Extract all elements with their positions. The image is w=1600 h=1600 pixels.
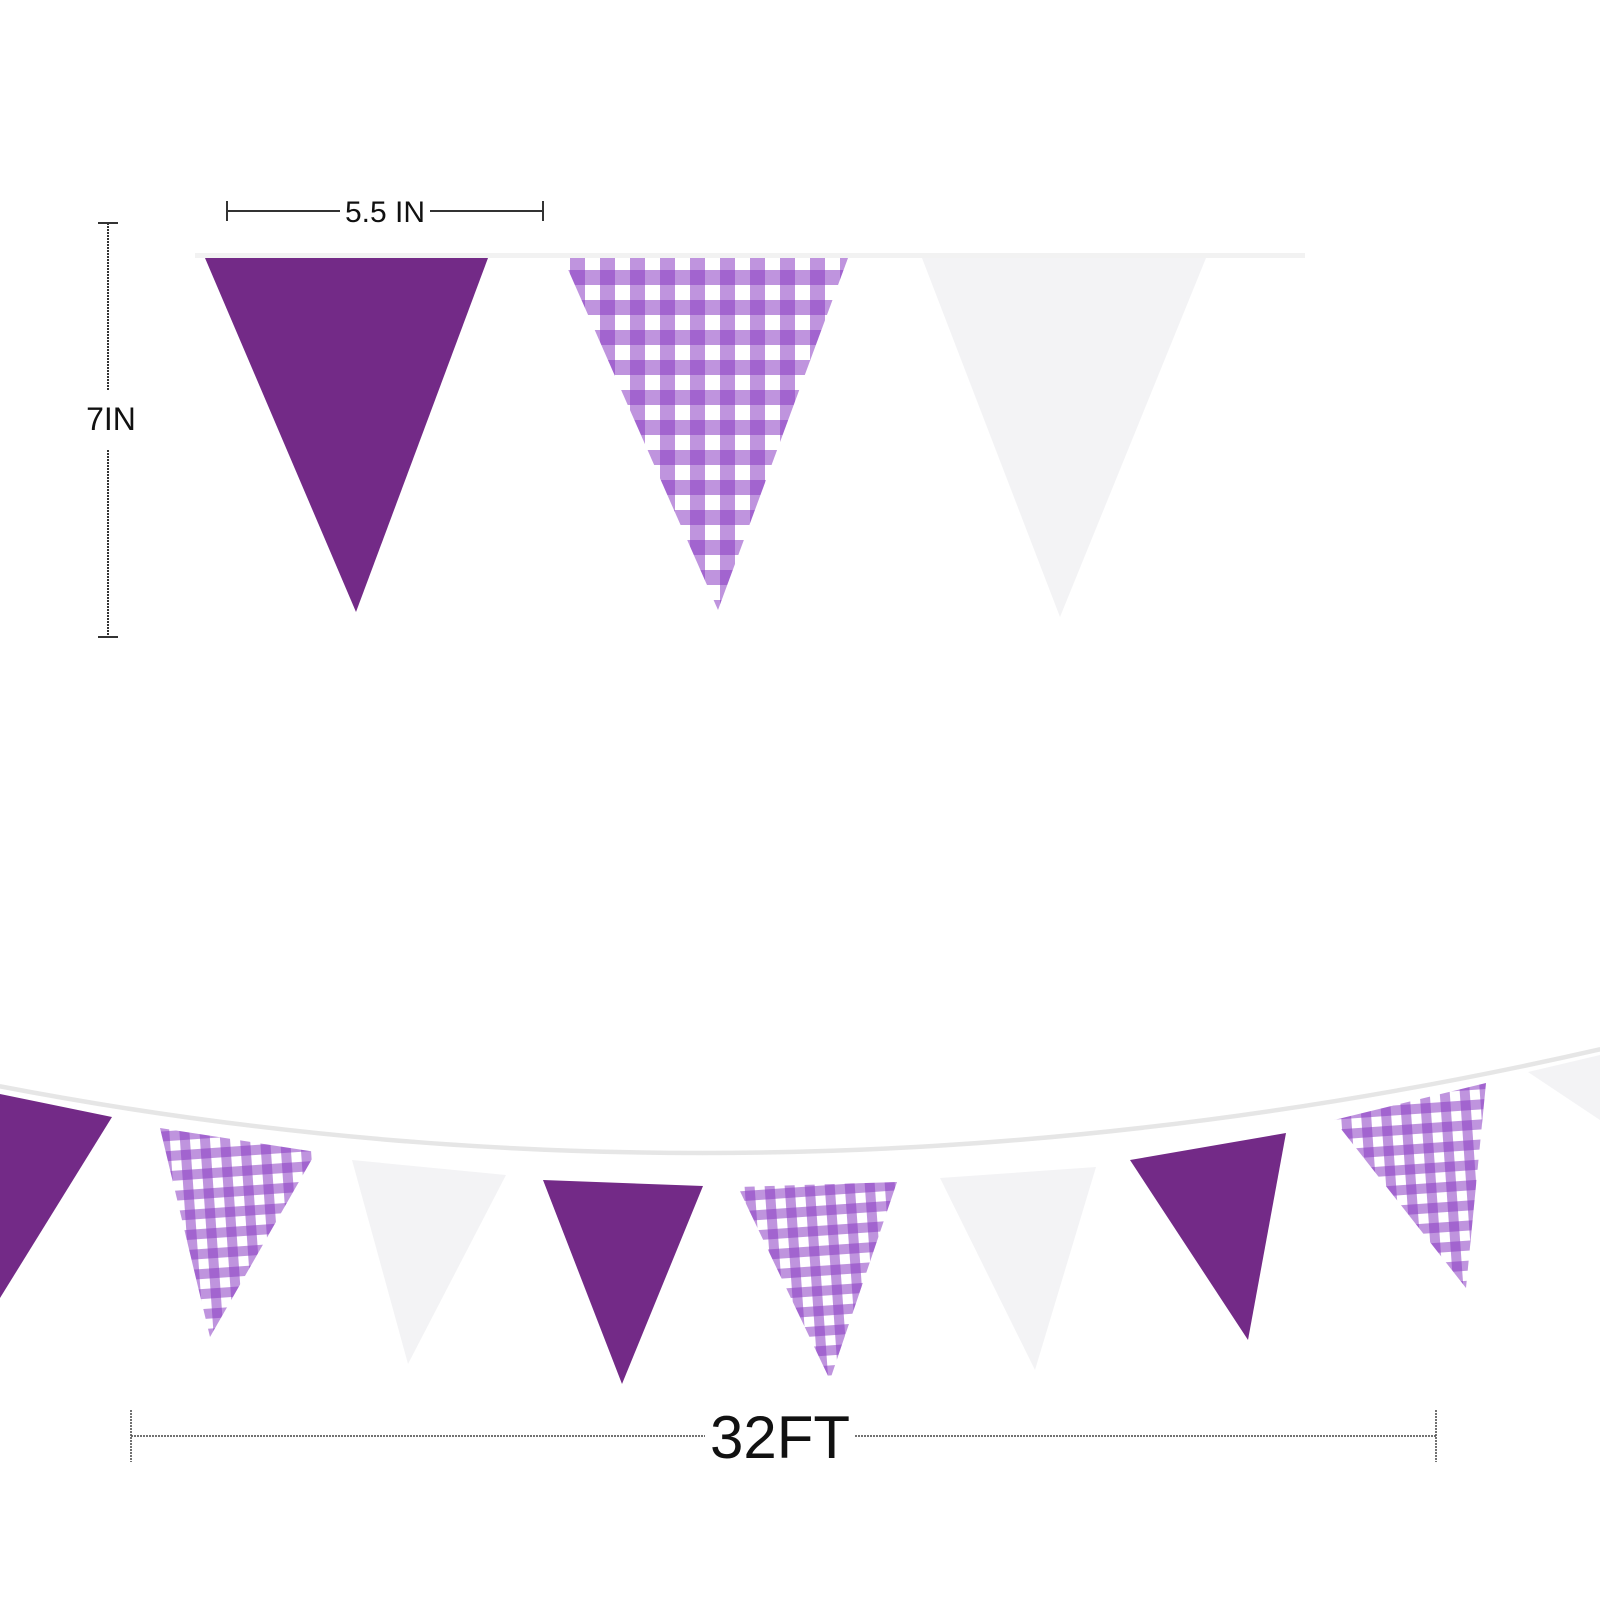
flag-gingham [160,1128,316,1337]
height-dimension [98,222,118,638]
flag-white [940,1167,1096,1370]
total-length-label: 32FT [710,1404,850,1471]
flag-solid-purple [205,258,488,612]
width-dimension [226,201,544,221]
flag-white [922,258,1206,617]
flag-solid-purple [543,1180,703,1384]
flag-gingham [738,1182,897,1380]
bottom-cord [0,1044,1600,1156]
flag-solid-purple [1130,1133,1286,1340]
length-dimension [130,1410,1437,1462]
flag-white [1528,1055,1600,1120]
flag-gingham [1334,1083,1486,1288]
flag-white [352,1160,506,1364]
flag-height-label: 7IN [86,401,136,437]
top-cord [195,253,1305,258]
flag-solid-purple [0,1094,112,1298]
flag-width-label: 5.5 IN [345,196,425,229]
flag-gingham [563,258,848,610]
